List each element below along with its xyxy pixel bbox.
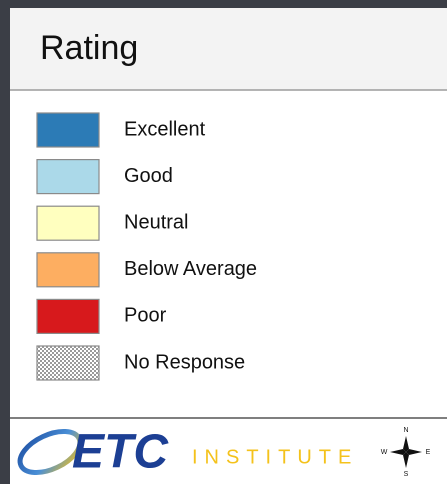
legend-items: Excellent Good Neutral Below Average Poor No …	[36, 112, 257, 381]
legend-swatch	[36, 159, 100, 195]
compass-arrow	[406, 449, 422, 455]
legend-swatch	[36, 252, 100, 288]
legend-swatch	[36, 112, 100, 148]
compass-arrow	[403, 436, 409, 452]
compass-w: W	[381, 449, 388, 456]
legend-swatch	[36, 345, 100, 381]
logo-name: ETC	[72, 426, 169, 479]
legend-label: Good	[124, 165, 173, 187]
compass-n: N	[403, 427, 408, 434]
compass-e: E	[426, 449, 431, 456]
logo-swoosh	[17, 428, 83, 476]
legend-label: Neutral	[124, 211, 188, 233]
legend-label: Below Average	[124, 258, 257, 280]
legend-swatch	[36, 298, 100, 334]
compass-arrow	[403, 452, 409, 468]
legend-swatch	[36, 205, 100, 241]
compass-arrow	[390, 449, 406, 455]
legend-title: Rating	[40, 29, 138, 67]
compass: N E S W	[381, 427, 431, 478]
legend-label: No Response	[124, 351, 245, 373]
logo: ETC INSTITUTE	[17, 426, 358, 479]
compass-s: S	[404, 471, 409, 478]
legend-label: Excellent	[124, 118, 206, 140]
legend-label: Poor	[124, 305, 167, 327]
header	[10, 8, 447, 90]
logo-subtitle: INSTITUTE	[192, 446, 358, 468]
